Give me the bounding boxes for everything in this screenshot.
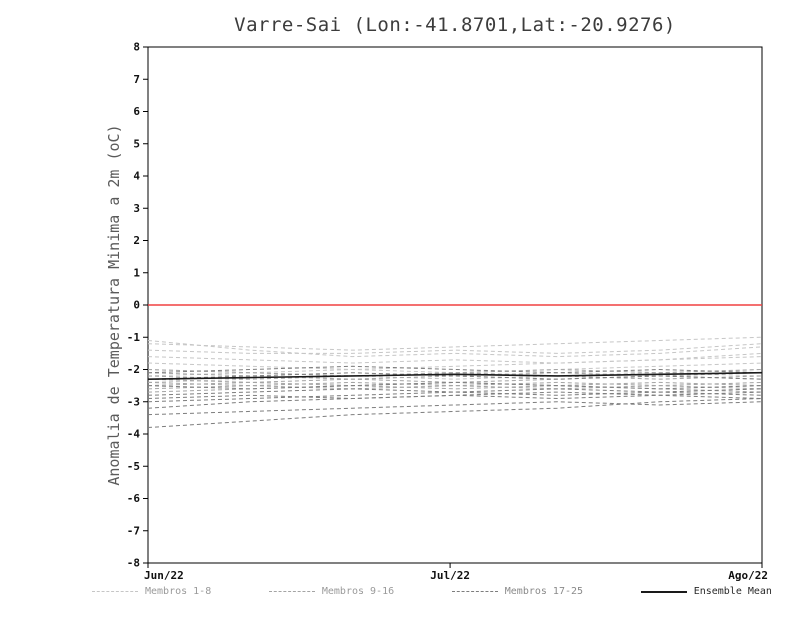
ensemble-mean-line-sample xyxy=(640,590,687,593)
svg-text:2: 2 xyxy=(133,234,140,247)
svg-text:7: 7 xyxy=(133,73,140,86)
membros-1-8-line-sample xyxy=(92,591,138,592)
chart-legend: Membros 1-8 Membros 9-16 Membros 17-25 E… xyxy=(92,586,772,597)
svg-text:-5: -5 xyxy=(127,460,140,473)
svg-text:0: 0 xyxy=(133,299,140,312)
svg-text:-1: -1 xyxy=(127,331,141,344)
svg-text:-6: -6 xyxy=(127,492,141,505)
legend-label: Membros 9-16 xyxy=(321,586,395,597)
legend-label: Ensemble Mean xyxy=(693,586,772,597)
svg-text:-8: -8 xyxy=(127,557,140,570)
svg-text:Jun/22: Jun/22 xyxy=(144,569,184,582)
svg-text:Ago/22: Ago/22 xyxy=(728,569,768,582)
membros-9-16-line-sample xyxy=(268,591,315,592)
svg-text:3: 3 xyxy=(133,202,140,215)
legend-item-membros-17-25: Membros 17-25 xyxy=(451,586,584,597)
legend-item-membros-1-8: Membros 1-8 xyxy=(92,586,211,597)
svg-text:-2: -2 xyxy=(127,363,140,376)
svg-text:-4: -4 xyxy=(127,428,141,441)
svg-text:4: 4 xyxy=(133,170,140,183)
legend-label: Membros 17-25 xyxy=(504,586,584,597)
svg-text:-3: -3 xyxy=(127,395,140,408)
svg-text:5: 5 xyxy=(133,137,140,150)
legend-label: Membros 1-8 xyxy=(145,586,212,597)
membros-17-25-line-sample xyxy=(451,591,498,592)
svg-text:8: 8 xyxy=(133,41,140,54)
chart-title: Varre-Sai (Lon:-41.8701,Lat:-20.9276) xyxy=(234,14,676,36)
svg-text:Jul/22: Jul/22 xyxy=(430,569,470,582)
svg-text:6: 6 xyxy=(133,105,140,118)
legend-item-ensemble-mean: Ensemble Mean xyxy=(640,586,772,597)
svg-text:-7: -7 xyxy=(127,524,140,537)
legend-item-membros-9-16: Membros 9-16 xyxy=(268,586,395,597)
svg-text:1: 1 xyxy=(133,266,140,279)
